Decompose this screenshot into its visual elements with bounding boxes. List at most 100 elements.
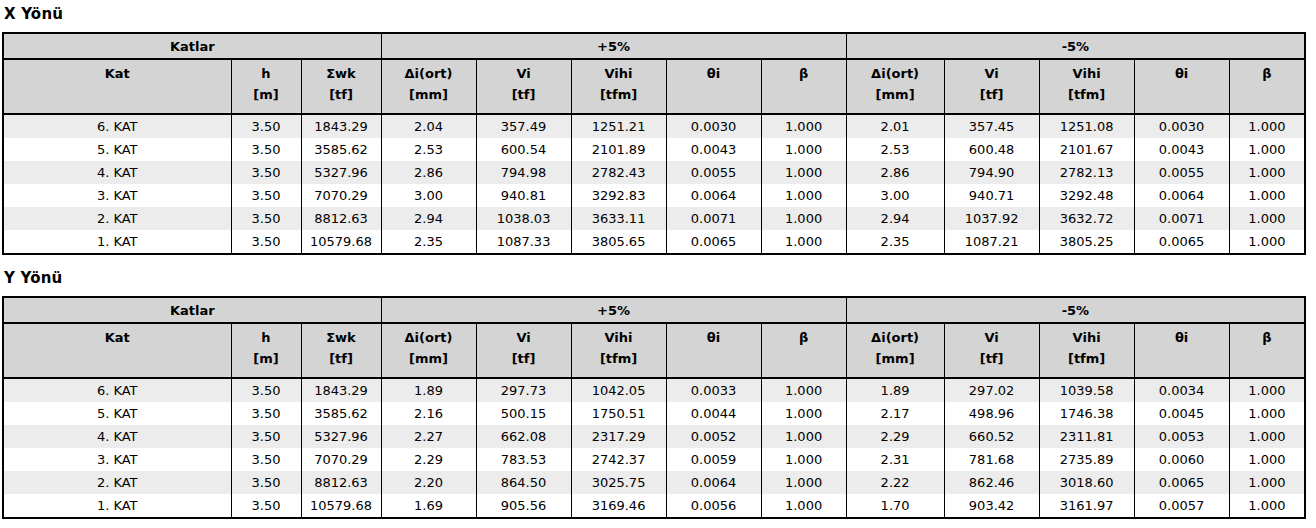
value-cell: 2742.37: [571, 448, 666, 471]
value-cell: 3169.46: [571, 494, 666, 518]
value-cell: 1039.58: [1039, 378, 1134, 402]
value-cell: 1.000: [1229, 425, 1305, 448]
story-cell: 5. KAT: [3, 402, 231, 425]
value-cell: 1042.05: [571, 378, 666, 402]
table-row: 1. KAT3.5010579.682.351087.333805.650.00…: [3, 230, 1305, 254]
story-drift-table: Katlar+5%-5%Kath[m]Σwk[tf]Δi(ort)[mm]Vi[…: [2, 296, 1306, 519]
column-unit: [mm]: [847, 84, 944, 105]
value-cell: 0.0045: [1134, 402, 1229, 425]
value-cell: 3025.75: [571, 471, 666, 494]
story-cell: 6. KAT: [3, 114, 231, 138]
value-cell: 3.50: [231, 161, 301, 184]
value-cell: 0.0055: [666, 161, 761, 184]
table-row: 5. KAT3.503585.622.16500.151750.510.0044…: [3, 402, 1305, 425]
value-cell: 862.46: [944, 471, 1039, 494]
value-cell: 2101.89: [571, 138, 666, 161]
column-unit: [mm]: [382, 348, 476, 369]
value-cell: 1251.21: [571, 114, 666, 138]
column-header: h[m]: [231, 59, 301, 114]
story-cell: 3. KAT: [3, 184, 231, 207]
value-cell: 2.27: [381, 425, 476, 448]
column-unit: [tf]: [302, 348, 381, 369]
column-unit: [tf]: [302, 84, 381, 105]
value-cell: 0.0044: [666, 402, 761, 425]
value-cell: 940.81: [476, 184, 571, 207]
column-name: Δi(ort): [382, 327, 476, 348]
group-header: -5%: [846, 33, 1305, 59]
value-cell: 1.000: [1229, 184, 1305, 207]
value-cell: 2.53: [846, 138, 944, 161]
value-cell: 1.000: [761, 471, 846, 494]
column-header: θi: [666, 323, 761, 378]
direction-section: X YönüKatlar+5%-5%Kath[m]Σwk[tf]Δi(ort)[…: [2, 5, 1306, 255]
value-cell: 3018.60: [1039, 471, 1134, 494]
table-row: 4. KAT3.505327.962.86794.982782.430.0055…: [3, 161, 1305, 184]
value-cell: 3.50: [231, 402, 301, 425]
column-name: Vi: [477, 63, 571, 84]
column-unit: [tf]: [477, 84, 571, 105]
value-cell: 0.0064: [666, 184, 761, 207]
column-header: Vi[tf]: [476, 323, 571, 378]
value-cell: 2.86: [846, 161, 944, 184]
value-cell: 2.86: [381, 161, 476, 184]
table-row: 6. KAT3.501843.291.89297.731042.050.0033…: [3, 378, 1305, 402]
column-name: Σwk: [302, 63, 381, 84]
column-name: β: [762, 327, 846, 348]
value-cell: 1.70: [846, 494, 944, 518]
value-cell: 1.000: [1229, 114, 1305, 138]
group-header: +5%: [381, 297, 846, 323]
value-cell: 2.22: [846, 471, 944, 494]
value-cell: 1251.08: [1039, 114, 1134, 138]
value-cell: 600.48: [944, 138, 1039, 161]
group-header: -5%: [846, 297, 1305, 323]
story-cell: 1. KAT: [3, 494, 231, 518]
column-unit: [tfm]: [1040, 84, 1134, 105]
value-cell: 7070.29: [301, 448, 381, 471]
value-cell: 0.0065: [1134, 230, 1229, 254]
column-name: Kat: [4, 327, 231, 348]
value-cell: 357.45: [944, 114, 1039, 138]
column-header: Σwk[tf]: [301, 59, 381, 114]
value-cell: 0.0030: [1134, 114, 1229, 138]
column-header: Δi(ort)[mm]: [381, 323, 476, 378]
value-cell: 662.08: [476, 425, 571, 448]
column-header-row: Kath[m]Σwk[tf]Δi(ort)[mm]Vi[tf]Vihi[tfm]…: [3, 59, 1305, 114]
table-row: 5. KAT3.503585.622.53600.542101.890.0043…: [3, 138, 1305, 161]
value-cell: 1.000: [1229, 448, 1305, 471]
column-header: Vi[tf]: [944, 323, 1039, 378]
value-cell: 2311.81: [1039, 425, 1134, 448]
value-cell: 2.35: [846, 230, 944, 254]
value-cell: 0.0065: [1134, 471, 1229, 494]
value-cell: 2782.13: [1039, 161, 1134, 184]
value-cell: 0.0034: [1134, 378, 1229, 402]
column-unit: [tfm]: [572, 84, 666, 105]
value-cell: 1.000: [1229, 161, 1305, 184]
value-cell: 1087.21: [944, 230, 1039, 254]
column-header: β: [761, 59, 846, 114]
value-cell: 2.04: [381, 114, 476, 138]
column-unit: [tf]: [477, 348, 571, 369]
column-name: Vi: [945, 63, 1039, 84]
column-name: Vihi: [572, 327, 666, 348]
value-cell: 1.000: [1229, 402, 1305, 425]
value-cell: 905.56: [476, 494, 571, 518]
value-cell: 1750.51: [571, 402, 666, 425]
value-cell: 5327.96: [301, 425, 381, 448]
section-title: Y Yönü: [4, 269, 1306, 287]
value-cell: 3.50: [231, 471, 301, 494]
value-cell: 3632.72: [1039, 207, 1134, 230]
value-cell: 794.98: [476, 161, 571, 184]
column-name: θi: [667, 327, 761, 348]
column-header: θi: [1134, 59, 1229, 114]
value-cell: 781.68: [944, 448, 1039, 471]
column-unit: [tf]: [945, 84, 1039, 105]
column-name: θi: [1135, 327, 1229, 348]
value-cell: 3805.65: [571, 230, 666, 254]
value-cell: 794.90: [944, 161, 1039, 184]
value-cell: 498.96: [944, 402, 1039, 425]
value-cell: 0.0043: [666, 138, 761, 161]
value-cell: 0.0057: [1134, 494, 1229, 518]
group-header-row: Katlar+5%-5%: [3, 297, 1305, 323]
value-cell: 2782.43: [571, 161, 666, 184]
column-header: β: [1229, 323, 1305, 378]
